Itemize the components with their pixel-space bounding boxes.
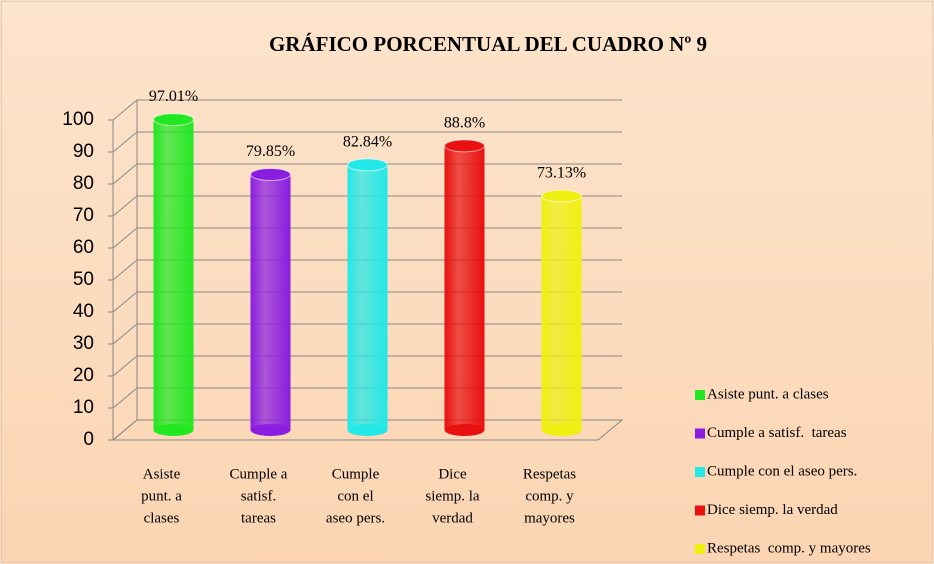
bar: [444, 145, 485, 430]
legend-label: Cumple con el aseo pers.: [707, 463, 857, 479]
y-tick-label: 60: [73, 237, 94, 258]
legend-swatch: [695, 505, 705, 516]
y-tick-label: 100: [62, 109, 94, 130]
bar-top: [250, 167, 291, 181]
legend-swatch: [695, 390, 705, 400]
legend-swatch: [695, 544, 705, 554]
legend-swatch: [695, 428, 705, 439]
legend-label: Dice siemp. la verdad: [707, 502, 838, 518]
legend-swatch: [695, 467, 705, 477]
y-tick-label: 0: [83, 429, 94, 450]
grid-line: [112, 131, 622, 153]
y-tick-label: 20: [73, 365, 94, 386]
bar: [250, 174, 291, 430]
legend-label: Asiste punt. a clases: [707, 386, 829, 402]
bar-top: [347, 158, 388, 172]
x-tick-label: siemp. la: [425, 488, 479, 504]
bar-top: [541, 189, 582, 203]
x-tick-label: comp. y: [525, 488, 574, 504]
y-tick-label: 70: [73, 205, 94, 226]
x-tick-label: Respetas: [523, 466, 576, 482]
bar-top: [444, 139, 485, 153]
grid-line: [112, 99, 622, 121]
value-label: 73.13%: [537, 165, 586, 182]
chart-title: GRÁFICO PORCENTUAL DEL CUADRO Nº 9: [269, 32, 707, 56]
x-tick-label: satisf.: [241, 488, 276, 504]
x-tick-label: aseo pers.: [326, 510, 385, 526]
value-label: 82.84%: [343, 134, 392, 151]
y-tick-label: 10: [73, 397, 94, 418]
x-tick-label: tareas: [241, 510, 276, 526]
bar: [347, 164, 388, 431]
y-tick-label: 30: [73, 333, 94, 354]
legend-label: Cumple a satisf. tareas: [707, 425, 847, 441]
x-tick-label: Cumple a: [230, 466, 288, 482]
x-tick-label: clases: [144, 510, 180, 526]
x-tick-label: mayores: [524, 510, 575, 526]
y-tick-label: 80: [73, 173, 94, 194]
x-tick-label: punt. a: [141, 488, 182, 504]
legend-label: Respetas comp. y mayores: [707, 540, 871, 556]
x-tick-label: con el: [337, 488, 373, 504]
x-tick-label: Dice: [438, 466, 467, 482]
y-tick-label: 50: [73, 269, 94, 290]
bar: [153, 119, 194, 431]
y-tick-label: 40: [73, 301, 94, 322]
x-tick-label: Cumple: [332, 466, 380, 482]
y-tick-label: 90: [73, 141, 94, 162]
value-label: 88.8%: [444, 115, 485, 132]
value-label: 97.01%: [149, 88, 198, 105]
bar: [541, 195, 582, 430]
value-label: 79.85%: [246, 143, 295, 160]
x-tick-label: verdad: [432, 510, 473, 526]
bar-top: [153, 113, 194, 127]
x-tick-label: Asiste: [143, 466, 181, 482]
